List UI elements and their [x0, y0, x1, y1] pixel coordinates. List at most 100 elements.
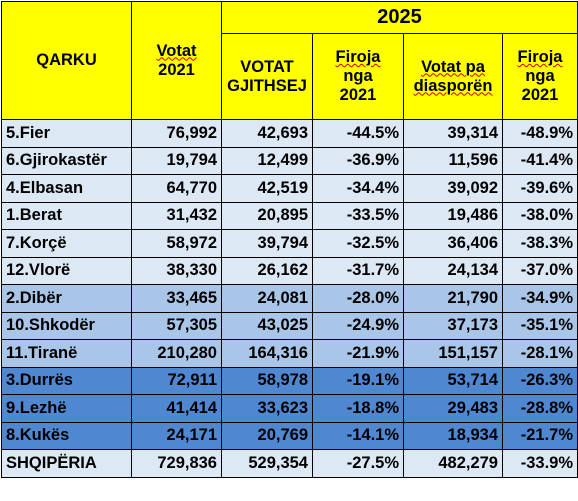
header-firoja-1-line1: Firoja	[335, 48, 381, 66]
cell-votat-gjithsej: 33,623	[221, 394, 313, 423]
table-row: 5.Fier 76,992 42,693 -44.5% 39,314 -48.9…	[1, 119, 578, 148]
cell-firoja-1: -21.9%	[312, 339, 404, 368]
table-row-total: SHQIPËRIA 729,836 529,354 -27.5% 482,279…	[1, 449, 578, 478]
cell-votat-pa-diaspore: 151,157	[403, 339, 503, 368]
cell-firoja-2: -39.6%	[502, 174, 578, 203]
cell-votat-gjithsej: 20,895	[221, 201, 313, 230]
cell-votat-gjithsej: 42,693	[221, 119, 313, 148]
cell-qarku: 1.Berat	[1, 201, 132, 230]
header-qarku-label: QARKU	[36, 51, 97, 69]
cell-firoja-2: -35.1%	[502, 311, 578, 340]
cell-firoja-2: -37.0%	[502, 256, 578, 285]
cell-firoja-1: -44.5%	[312, 119, 404, 148]
cell-firoja-2: -28.8%	[502, 394, 578, 423]
header-votat-pa-diaspore: Votat pa diasporën	[403, 33, 503, 120]
cell-qarku: 7.Korçë	[1, 229, 132, 258]
cell-qarku: 4.Elbasan	[1, 174, 132, 203]
cell-qarku: 5.Fier	[1, 119, 132, 148]
header-firoja-2-line1: Firoja	[517, 48, 563, 66]
cell-firoja-1: -31.7%	[312, 256, 404, 285]
cell-qarku: 10.Shkodër	[1, 311, 132, 340]
cell-votat-gjithsej: 43,025	[221, 311, 313, 340]
cell-votat-pa-diaspore: 24,134	[403, 256, 503, 285]
header-firoja-1-line2: nga	[343, 67, 373, 85]
table-row: 10.Shkodër 57,305 43,025 -24.9% 37,173 -…	[1, 311, 578, 340]
cell-firoja-2: -26.3%	[502, 366, 578, 395]
header-pa-diaspore-line2: diasporën	[413, 76, 493, 95]
table-row: 12.Vlorë 38,330 26,162 -31.7% 24,134 -37…	[1, 256, 578, 285]
cell-votat-2021: 729,836	[131, 449, 222, 478]
table-row: 6.Gjirokastër 19,794 12,499 -36.9% 11,59…	[1, 146, 578, 175]
cell-votat-pa-diaspore: 36,406	[403, 229, 503, 258]
cell-votat-pa-diaspore: 19,486	[403, 201, 503, 230]
table-row: 11.Tiranë 210,280 164,316 -21.9% 151,157…	[1, 339, 578, 368]
cell-votat-pa-diaspore: 11,596	[403, 146, 503, 175]
cell-votat-gjithsej: 58,978	[221, 366, 313, 395]
cell-votat-pa-diaspore: 29,483	[403, 394, 503, 423]
header-votat-gjithsej-line2: GJITHSEJ	[227, 76, 307, 95]
cell-votat-pa-diaspore: 39,092	[403, 174, 503, 203]
cell-firoja-1: -19.1%	[312, 366, 404, 395]
cell-firoja-1: -28.0%	[312, 284, 404, 313]
table-row: 7.Korçë 58,972 39,794 -32.5% 36,406 -38.…	[1, 229, 578, 258]
table-row: 1.Berat 31,432 20,895 -33.5% 19,486 -38.…	[1, 201, 578, 230]
cell-firoja-1: -24.9%	[312, 311, 404, 340]
cell-votat-pa-diaspore: 21,790	[403, 284, 503, 313]
table-row: 3.Durrës 72,911 58,978 -19.1% 53,714 -26…	[1, 366, 578, 395]
cell-firoja-2: -41.4%	[502, 146, 578, 175]
cell-votat-gjithsej: 26,162	[221, 256, 313, 285]
cell-firoja-2: -28.1%	[502, 339, 578, 368]
cell-votat-2021: 72,911	[131, 366, 222, 395]
cell-votat-2021: 24,171	[131, 421, 222, 450]
cell-votat-2021: 210,280	[131, 339, 222, 368]
cell-votat-gjithsej: 529,354	[221, 449, 313, 478]
cell-votat-pa-diaspore: 53,714	[403, 366, 503, 395]
cell-firoja-2: -34.9%	[502, 284, 578, 313]
header-year-label: 2025	[377, 6, 422, 28]
cell-firoja-1: -18.8%	[312, 394, 404, 423]
cell-firoja-1: -33.5%	[312, 201, 404, 230]
election-table: QARKU Votat 2021 2025 VOTAT GJITHSEJ Fir…	[1, 1, 578, 478]
cell-votat-gjithsej: 164,316	[221, 339, 313, 368]
cell-qarku: 8.Kukës	[1, 421, 132, 450]
header-qarku: QARKU	[1, 1, 132, 120]
cell-votat-gjithsej: 20,769	[221, 421, 313, 450]
cell-votat-2021: 31,432	[131, 201, 222, 230]
cell-votat-2021: 38,330	[131, 256, 222, 285]
header-votat-gjithsej-line1: VOTAT	[240, 57, 294, 76]
cell-qarku: 6.Gjirokastër	[1, 146, 132, 175]
table-row: 4.Elbasan 64,770 42,519 -34.4% 39,092 -3…	[1, 174, 578, 203]
table-row: 2.Dibër 33,465 24,081 -28.0% 21,790 -34.…	[1, 284, 578, 313]
cell-votat-2021: 58,972	[131, 229, 222, 258]
header-votat-gjithsej: VOTAT GJITHSEJ	[221, 33, 313, 120]
cell-votat-2021: 57,305	[131, 311, 222, 340]
cell-votat-2021: 41,414	[131, 394, 222, 423]
cell-firoja-2: -33.9%	[502, 449, 578, 478]
cell-firoja-1: -34.4%	[312, 174, 404, 203]
cell-votat-pa-diaspore: 18,934	[403, 421, 503, 450]
table-row: 8.Kukës 24,171 20,769 -14.1% 18,934 -21.…	[1, 421, 578, 450]
cell-votat-2021: 33,465	[131, 284, 222, 313]
header-votat-2021-line1: Votat	[156, 41, 197, 60]
header-firoja-1-line3: 2021	[339, 86, 377, 104]
cell-qarku: 2.Dibër	[1, 284, 132, 313]
table-row: 9.Lezhë 41,414 33,623 -18.8% 29,483 -28.…	[1, 394, 578, 423]
cell-firoja-2: -48.9%	[502, 119, 578, 148]
cell-qarku: 12.Vlorë	[1, 256, 132, 285]
cell-firoja-1: -14.1%	[312, 421, 404, 450]
cell-firoja-1: -36.9%	[312, 146, 404, 175]
cell-qarku: 3.Durrës	[1, 366, 132, 395]
cell-qarku: SHQIPËRIA	[1, 449, 132, 478]
cell-votat-gjithsej: 12,499	[221, 146, 313, 175]
header-firoja-2-line2: nga	[525, 67, 555, 85]
header-year: 2025	[221, 1, 578, 34]
cell-votat-2021: 64,770	[131, 174, 222, 203]
header-votat-2021-line2: 2021	[158, 60, 195, 79]
cell-votat-pa-diaspore: 39,314	[403, 119, 503, 148]
cell-votat-pa-diaspore: 37,173	[403, 311, 503, 340]
cell-votat-gjithsej: 24,081	[221, 284, 313, 313]
cell-firoja-1: -27.5%	[312, 449, 404, 478]
cell-votat-gjithsej: 39,794	[221, 229, 313, 258]
header-firoja-1: Firoja nga 2021	[312, 33, 404, 120]
cell-firoja-1: -32.5%	[312, 229, 404, 258]
